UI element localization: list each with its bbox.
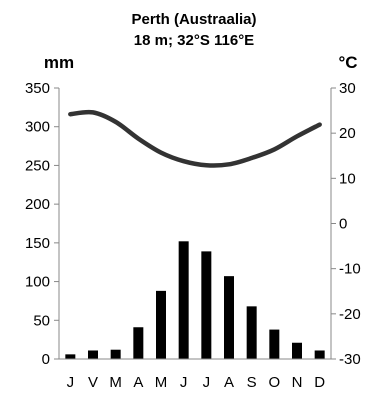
temperature-line-group — [68, 109, 322, 168]
month-label: J — [203, 374, 211, 391]
month-label: O — [268, 374, 280, 391]
right-tick-label: 10 — [339, 170, 356, 187]
month-label: M — [109, 374, 122, 391]
month-label: N — [292, 374, 303, 391]
precipitation-bar — [292, 342, 302, 359]
precipitation-bar — [65, 354, 76, 359]
month-label: V — [88, 374, 98, 391]
left-tick-label: 250 — [25, 157, 50, 174]
left-tick-label: 200 — [25, 196, 50, 213]
month-label: M — [155, 374, 168, 391]
precipitation-bar — [88, 350, 98, 359]
left-axis-unit: mm — [44, 53, 74, 72]
month-label: A — [224, 374, 234, 391]
left-tick-label: 100 — [25, 274, 50, 291]
left-tick-label: 300 — [25, 119, 50, 136]
precipitation-bar — [110, 349, 121, 359]
precipitation-bar — [201, 251, 212, 359]
month-label: S — [247, 374, 257, 391]
right-axis: -30 -20 -10 0 10 20 30 — [330, 80, 361, 368]
precipitation-bar — [269, 329, 280, 359]
month-label: J — [180, 374, 188, 391]
precipitation-bar — [178, 241, 189, 359]
left-axis: 0 50 100 150 200 250 300 350 — [25, 80, 60, 368]
month-label: J — [67, 374, 75, 391]
right-tick-label: 20 — [339, 125, 356, 142]
right-tick-label: -20 — [339, 306, 361, 323]
month-label: A — [133, 374, 143, 391]
temperature-line — [68, 109, 322, 168]
right-tick-label: -10 — [339, 261, 361, 278]
left-tick-label: 150 — [25, 235, 50, 252]
month-label: D — [314, 374, 325, 391]
precipitation-bars — [65, 241, 325, 359]
precipitation-bar — [246, 306, 257, 359]
right-tick-label: 30 — [339, 80, 356, 97]
precipitation-bar — [314, 350, 325, 359]
right-axis-unit: °C — [338, 53, 357, 72]
left-tick-label: 350 — [25, 80, 50, 97]
precipitation-bar — [224, 276, 234, 359]
chart-subtitle: 18 m; 32°S 116°E — [134, 32, 254, 49]
left-tick-label: 0 — [42, 351, 50, 368]
precipitation-bar — [133, 327, 144, 359]
right-tick-label: -30 — [339, 351, 361, 368]
right-tick-label: 0 — [339, 216, 347, 233]
left-tick-label: 50 — [33, 312, 50, 329]
precipitation-bar — [156, 290, 166, 359]
chart-title: Perth (Austraalia) — [131, 11, 256, 28]
